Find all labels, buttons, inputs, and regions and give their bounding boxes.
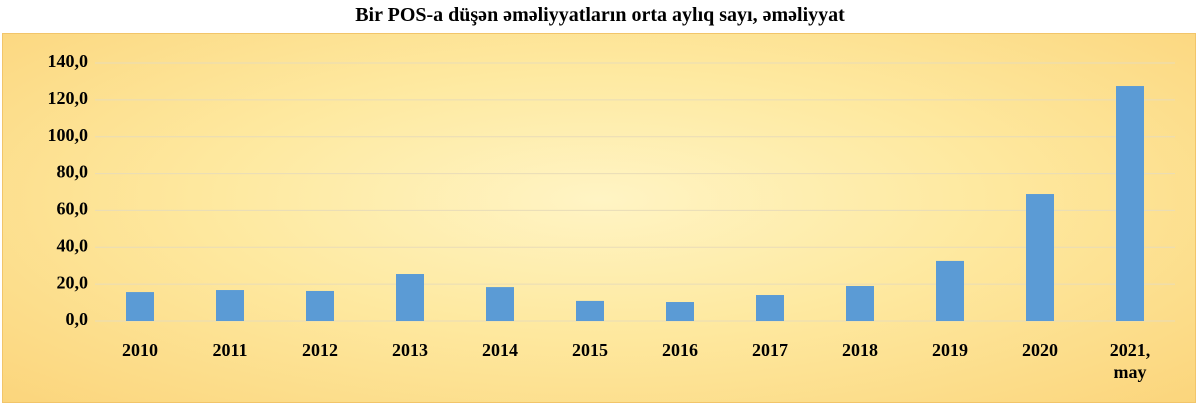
y-tick-label: 140,0 xyxy=(48,51,89,71)
bar xyxy=(666,302,694,321)
x-tick-label: 2018 xyxy=(842,340,878,360)
y-tick-label: 80,0 xyxy=(57,162,89,182)
chart-title: Bir POS-a düşən əməliyyatların orta aylı… xyxy=(355,4,845,26)
x-tick-label: 2016 xyxy=(662,340,698,360)
y-tick-label: 0,0 xyxy=(66,309,89,329)
bar xyxy=(1026,194,1054,321)
x-tick-label: 2017 xyxy=(752,340,788,360)
x-tick-label: 2010 xyxy=(122,340,158,360)
y-tick-label: 20,0 xyxy=(57,272,89,292)
x-tick-label: 2013 xyxy=(392,340,428,360)
x-tick-label: 2011 xyxy=(212,340,248,360)
chart-panel xyxy=(2,33,1196,403)
bar xyxy=(936,260,964,321)
bar xyxy=(756,295,784,321)
x-tick-label: 2015 xyxy=(572,340,608,360)
bar xyxy=(1116,86,1144,322)
bar xyxy=(216,290,244,321)
y-tick-label: 40,0 xyxy=(57,235,89,255)
y-tick-label: 120,0 xyxy=(48,88,89,108)
x-tick-label: 2019 xyxy=(932,340,968,360)
x-tick-label: 2021, may xyxy=(1109,340,1151,382)
y-tick-label: 100,0 xyxy=(48,125,89,145)
x-tick-label: 2014 xyxy=(482,340,518,360)
y-tick-label: 60,0 xyxy=(57,199,89,219)
bar xyxy=(486,287,514,321)
bar xyxy=(396,274,424,321)
bar xyxy=(576,300,604,321)
bar xyxy=(846,285,874,321)
x-tick-label: 2012 xyxy=(302,340,338,360)
bar xyxy=(126,292,154,321)
x-tick-label: 2020 xyxy=(1022,340,1058,360)
bar xyxy=(306,290,334,321)
